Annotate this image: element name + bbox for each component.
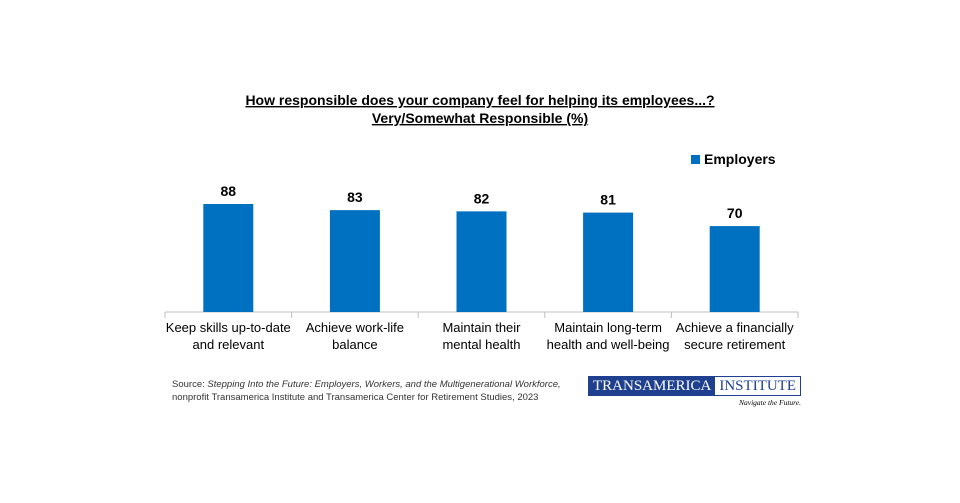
source-note: Source: Stepping Into the Future: Employ… xyxy=(172,378,561,404)
bar xyxy=(709,226,760,312)
x-tick-label: Maintain long-term xyxy=(554,320,662,335)
chart-subtitle: Very/Somewhat Responsible (%) xyxy=(372,110,588,126)
bar xyxy=(329,210,380,312)
x-tick-label: Maintain their xyxy=(442,320,521,335)
source-line2: nonprofit Transamerica Institute and Tra… xyxy=(172,392,539,403)
bar xyxy=(203,204,254,312)
data-label: 88 xyxy=(221,183,237,199)
source-prefix: Source: xyxy=(172,379,208,390)
data-label: 82 xyxy=(474,190,490,206)
data-label: 83 xyxy=(347,189,363,205)
data-label: 70 xyxy=(727,205,743,221)
x-tick-label: Keep skills up-to-date xyxy=(166,320,291,335)
logo-tagline: Navigate the Future. xyxy=(739,398,802,407)
chart-title: How responsible does your company feel f… xyxy=(245,92,714,108)
legend-swatch xyxy=(691,155,700,164)
x-tick-label: secure retirement xyxy=(684,337,786,352)
x-tick-label: mental health xyxy=(442,337,520,352)
logo-part2: INSTITUTE xyxy=(719,378,797,394)
x-tick-label: Achieve a financially xyxy=(676,320,794,335)
bar xyxy=(456,211,507,312)
x-tick-label: Achieve work-life xyxy=(306,320,404,335)
x-tick-label: balance xyxy=(332,337,378,352)
x-tick-label: and relevant xyxy=(193,337,265,352)
data-label: 81 xyxy=(600,192,616,208)
logo-part1: TRANSAMERICA xyxy=(589,377,716,395)
x-tick-label: health and well-being xyxy=(547,337,670,352)
bar xyxy=(583,212,634,312)
source-title: Stepping Into the Future: Employers, Wor… xyxy=(207,379,561,390)
legend-label: Employers xyxy=(704,151,776,167)
transamerica-institute-logo: TRANSAMERICA INSTITUTE Navigate the Futur… xyxy=(588,376,802,407)
